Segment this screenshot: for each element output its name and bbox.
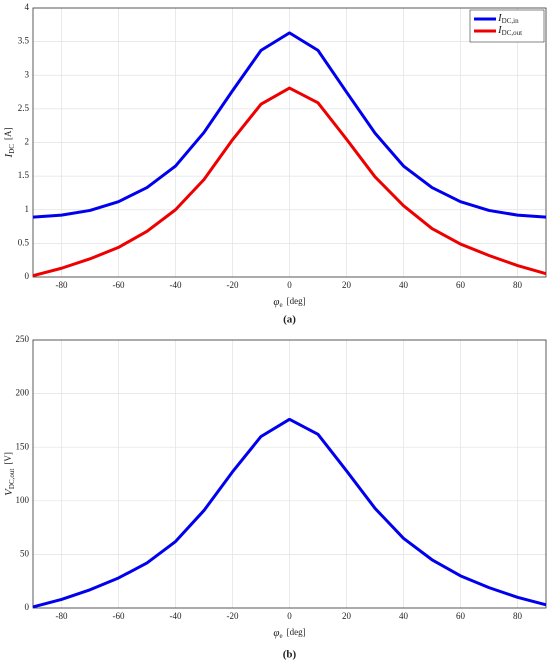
y-tick-label: 100: [16, 495, 30, 505]
subscript: DC,out: [8, 469, 16, 489]
x-tick-label: 40: [399, 611, 409, 621]
plot-frame: [32, 7, 547, 278]
subscript: DC,out: [502, 29, 522, 37]
plot-frame: [32, 339, 547, 609]
axis-label: φe [deg]: [273, 627, 305, 640]
unit: [deg]: [287, 296, 306, 306]
x-tick-label: -40: [170, 611, 182, 621]
symbol: I: [497, 12, 503, 24]
caption: (b): [283, 649, 297, 661]
axis-label: VDC,out [V]: [3, 452, 16, 496]
y-tick-label: 50: [20, 548, 30, 558]
x-tick-label: 20: [342, 611, 352, 621]
x-tick-label: -80: [56, 611, 68, 621]
x-tick-label: -60: [113, 611, 125, 621]
axis-label: φe [deg]: [273, 296, 305, 309]
data-line: [32, 31, 547, 219]
data-line: [32, 86, 547, 278]
x-tick-label: -40: [170, 280, 182, 290]
x-tick-label: 60: [456, 611, 466, 621]
x-tick-label: -20: [227, 280, 239, 290]
axis-label: IDC,out: [497, 24, 522, 37]
x-tick-label: 80: [513, 611, 523, 621]
data-line: [32, 417, 547, 609]
legend-box: [469, 9, 545, 43]
x-tick-label: 40: [399, 280, 409, 290]
x-tick-label: 20: [342, 280, 352, 290]
subscript: DC: [8, 144, 16, 154]
symbol: I: [497, 24, 503, 36]
x-tick-label: 80: [513, 280, 523, 290]
y-tick-label: 3.5: [18, 36, 30, 46]
y-tick-label: 200: [16, 388, 30, 398]
unit: [A]: [3, 128, 13, 141]
subscript: DC,in: [502, 17, 519, 25]
y-tick-label: 250: [16, 334, 30, 344]
y-tick-label: 4: [25, 2, 30, 12]
x-tick-label: 0: [287, 611, 292, 621]
unit: [deg]: [287, 627, 306, 637]
symbol: φ: [273, 296, 279, 308]
symbol: I: [3, 152, 15, 158]
x-tick-label: 60: [456, 280, 466, 290]
y-tick-label: 1.5: [18, 170, 30, 180]
x-tick-label: -80: [56, 280, 68, 290]
y-tick-label: 150: [16, 441, 30, 451]
symbol: V: [3, 488, 15, 496]
axis-label: IDC,in: [497, 12, 519, 25]
subscript: e: [279, 301, 282, 309]
x-tick-label: -20: [227, 611, 239, 621]
symbol: φ: [273, 627, 279, 639]
x-tick-label: -60: [113, 280, 125, 290]
x-tick-label: 0: [287, 280, 292, 290]
subscript: e: [279, 632, 282, 640]
y-tick-label: 3: [25, 69, 30, 79]
y-tick-label: 0.5: [18, 237, 30, 247]
y-tick-label: 1: [25, 204, 30, 214]
caption: (a): [283, 314, 296, 326]
y-tick-label: 2: [25, 137, 30, 147]
y-tick-label: 0: [25, 271, 30, 281]
y-tick-label: 2.5: [18, 103, 30, 113]
axis-label: IDC [A]: [3, 128, 16, 159]
y-tick-label: 0: [25, 602, 30, 612]
unit: [V]: [3, 452, 13, 465]
